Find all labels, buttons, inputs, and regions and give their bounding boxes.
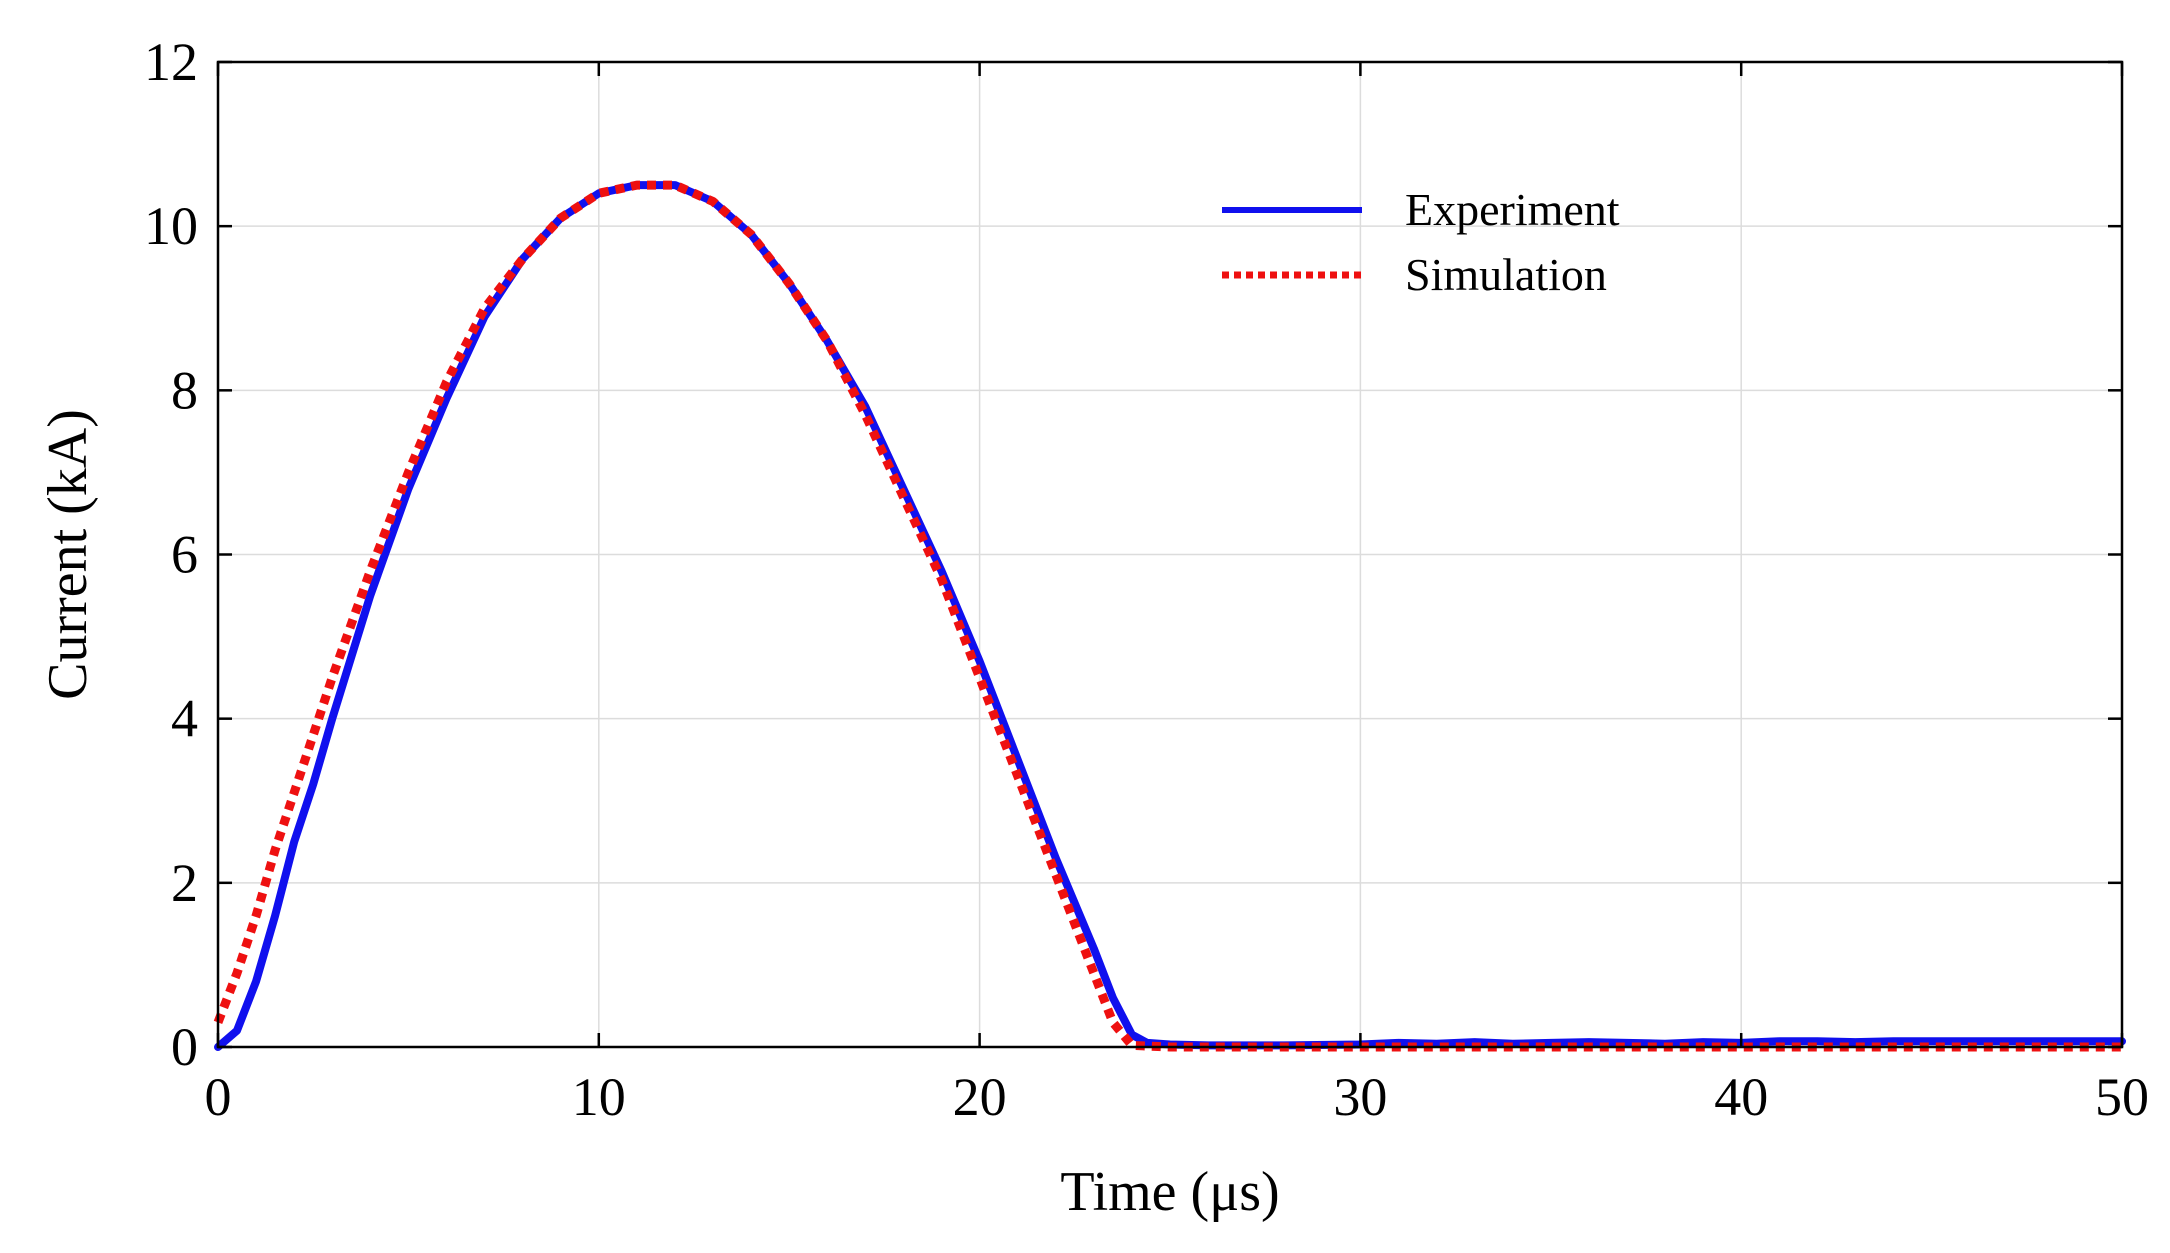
series-line-experiment (214, 181, 2126, 1051)
x-tick-label: 30 (1333, 1067, 1387, 1127)
y-tick-label: 8 (171, 360, 198, 420)
y-tick-label: 12 (144, 32, 198, 92)
ticks: 0 10 20 30 40 50 0 2 4 6 8 10 12 (144, 32, 2149, 1127)
x-tick-label: 20 (953, 1067, 1007, 1127)
y-tick-label: 0 (171, 1017, 198, 1077)
y-tick-label: 4 (171, 689, 198, 749)
grid (218, 62, 2122, 1047)
legend: Experiment Simulation (1222, 184, 1620, 300)
x-tick-label: 0 (205, 1067, 232, 1127)
legend-label-simulation: Simulation (1405, 249, 1607, 300)
legend-label-experiment: Experiment (1405, 184, 1620, 235)
y-tick-label: 2 (171, 853, 198, 913)
y-tick-label: 10 (144, 196, 198, 256)
y-tick-label: 6 (171, 525, 198, 585)
x-tick-label: 50 (2095, 1067, 2149, 1127)
x-axis-title: Time (μs) (1060, 1161, 1279, 1223)
x-tick-label: 40 (1714, 1067, 1768, 1127)
x-tick-label: 10 (572, 1067, 626, 1127)
y-axis-title: Current (kA) (37, 409, 99, 700)
